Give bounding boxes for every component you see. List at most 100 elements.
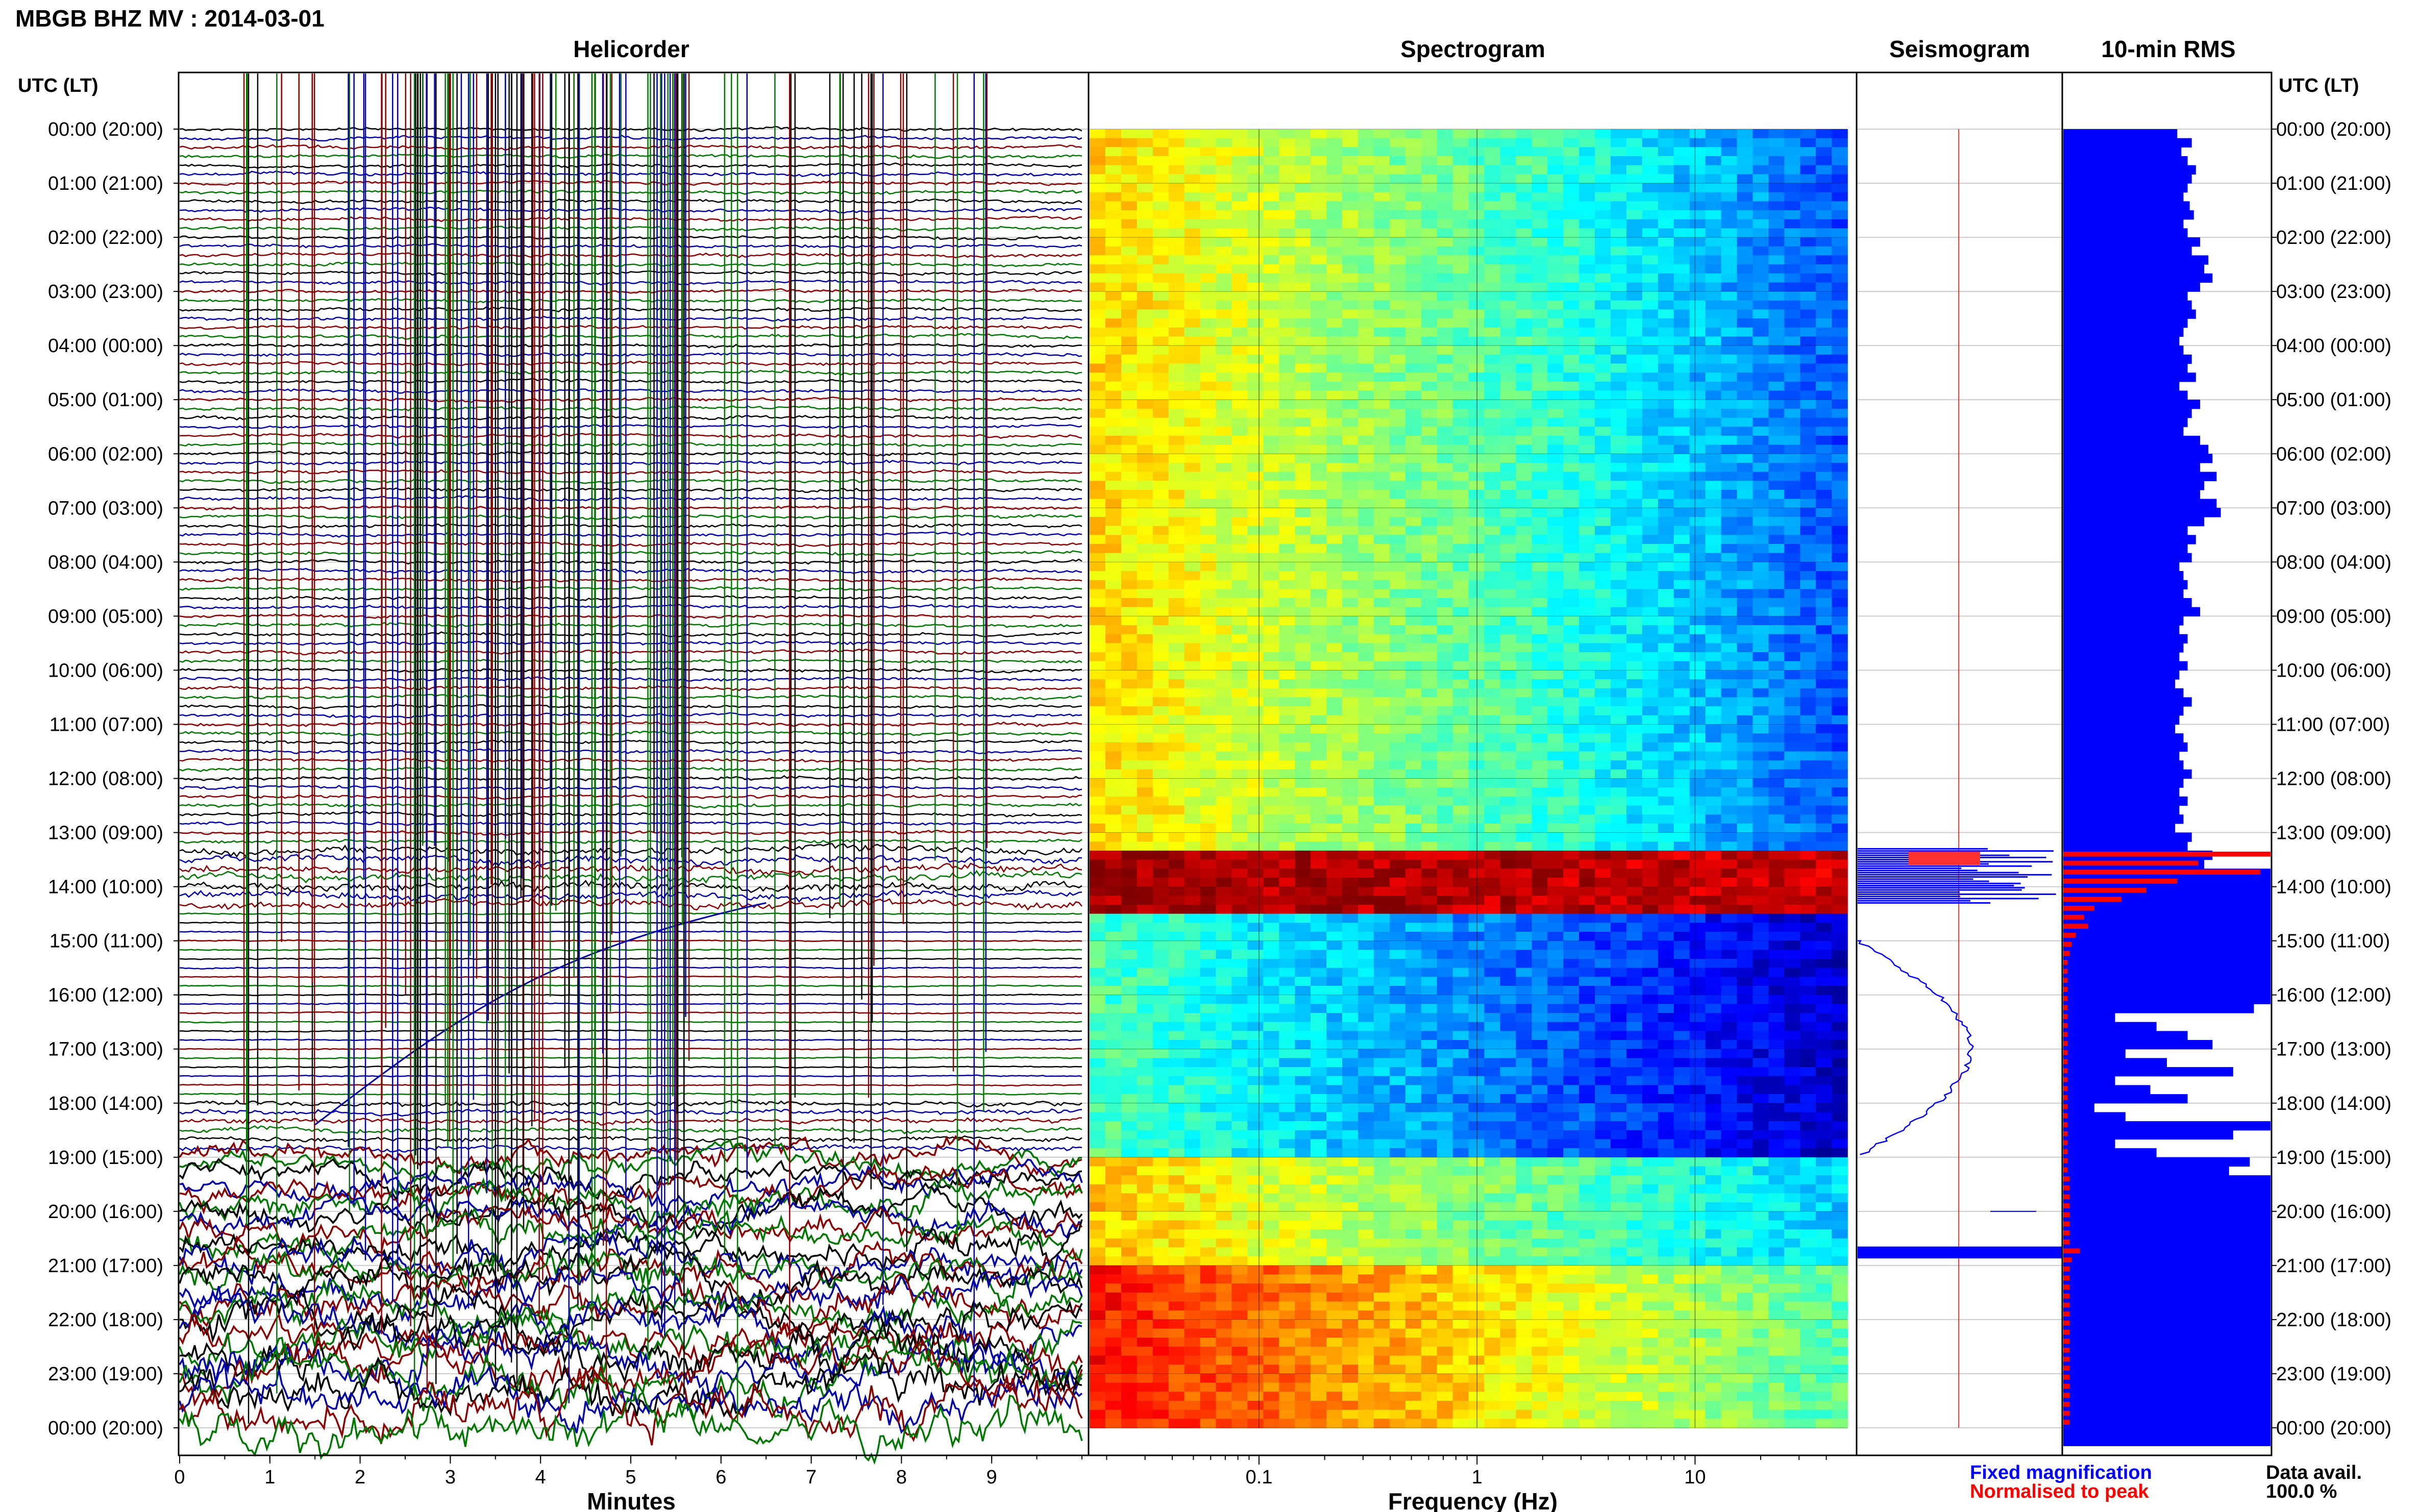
- spectrogram-cell: [1626, 751, 1643, 761]
- spectrogram-cell: [1547, 616, 1564, 626]
- helicorder-trace: [179, 216, 1082, 222]
- spectrogram-cell: [1121, 580, 1138, 590]
- spectrogram-cell: [1405, 940, 1422, 951]
- spectrogram-cell: [1295, 363, 1311, 373]
- spectrogram-cell: [1642, 607, 1659, 617]
- spectrogram-cell: [1405, 354, 1422, 364]
- spectrogram-cell: [1484, 481, 1501, 490]
- spectrogram-cell: [1563, 417, 1579, 428]
- spectrogram-cell: [1389, 535, 1406, 544]
- spectrogram-cell: [1184, 706, 1201, 716]
- spectrogram-cell: [1357, 724, 1374, 734]
- spectrogram-cell: [1326, 553, 1343, 563]
- spectrogram-cell: [1547, 589, 1564, 599]
- spectrogram-cell: [1532, 462, 1548, 473]
- spectrogram-cell: [1137, 481, 1153, 490]
- spectrogram-cell: [1342, 427, 1359, 436]
- spectrogram-cell: [1405, 562, 1422, 572]
- spectrogram-cell: [1547, 481, 1564, 490]
- spectrogram-cell: [1737, 390, 1754, 400]
- spectrogram-cell: [1768, 751, 1785, 761]
- spectrogram-cell: [1247, 165, 1264, 175]
- spectrogram-cell: [1516, 598, 1532, 608]
- spectrogram-cell: [1563, 733, 1579, 743]
- helicorder-trace: [179, 1002, 1082, 1006]
- spectrogram-cell: [1721, 273, 1738, 283]
- spectrogram-cell: [1626, 526, 1643, 536]
- spectrogram-cell: [1389, 517, 1406, 527]
- spectrogram-cell: [1326, 499, 1343, 509]
- spectrogram-cell: [1421, 778, 1438, 788]
- spectrogram-cell: [1626, 417, 1643, 428]
- spectrogram-cell: [1121, 291, 1138, 301]
- spectrogram-cell: [1516, 454, 1532, 463]
- spectrogram-cell: [1452, 850, 1469, 860]
- spectrogram-cell: [1247, 679, 1264, 689]
- spectrogram-cell: [1579, 499, 1595, 509]
- spectrogram-cell: [1642, 652, 1659, 662]
- spectrogram-cell: [1642, 381, 1659, 391]
- spectrogram-cell: [1468, 156, 1485, 166]
- spectrogram-cell: [1768, 183, 1785, 193]
- spectrogram-cell: [1405, 291, 1422, 301]
- spectrogram-cell: [1468, 751, 1485, 761]
- spectrogram-cell: [1342, 724, 1359, 734]
- spectrogram-cell: [1484, 517, 1501, 527]
- spectrogram-cell: [1247, 904, 1264, 914]
- spectrogram-cell: [1373, 535, 1390, 544]
- spectrogram-cell: [1090, 841, 1106, 851]
- spectrogram-cell: [1405, 869, 1422, 878]
- spectrogram-cell: [1642, 489, 1659, 500]
- spectrogram-cell: [1516, 228, 1532, 238]
- spectrogram-cell: [1626, 156, 1643, 166]
- spectrogram-cell: [1263, 977, 1279, 986]
- spectrogram-cell: [1168, 472, 1185, 482]
- spectrogram-cell: [1768, 309, 1785, 319]
- spectrogram-cell: [1642, 174, 1659, 184]
- spectrogram-cell: [1373, 282, 1390, 292]
- spectrogram-cell: [1421, 679, 1438, 689]
- helicorder-trace: [179, 252, 1082, 259]
- spectrogram-cell: [1357, 832, 1374, 842]
- spectrogram-cell: [1563, 959, 1579, 969]
- spectrogram-cell: [1642, 959, 1659, 969]
- spectrogram-cell: [1642, 363, 1659, 373]
- spectrogram-cell: [1705, 327, 1722, 337]
- spectrogram-cell: [1768, 598, 1785, 608]
- spectrogram-cell: [1816, 886, 1832, 897]
- spectrogram-cell: [1800, 625, 1816, 635]
- spectrogram-cell: [1389, 923, 1406, 932]
- spectrogram-cell: [1752, 769, 1769, 779]
- spectrogram-cell: [1121, 796, 1138, 806]
- spectrogram-cell: [1500, 237, 1517, 247]
- spectrogram-cell: [1737, 832, 1754, 842]
- spectrogram-cell: [1200, 454, 1217, 463]
- spectrogram-cell: [1532, 138, 1548, 148]
- spectrogram-cell: [1642, 787, 1659, 797]
- spectrogram-cell: [1342, 454, 1359, 463]
- spectrogram-cell: [1279, 643, 1295, 653]
- spectrogram-cell: [1184, 156, 1201, 166]
- spectrogram-cell: [1295, 607, 1311, 617]
- spectrogram-cell: [1437, 670, 1453, 680]
- spectrogram-cell: [1152, 535, 1169, 544]
- spectrogram-cell: [1389, 778, 1406, 788]
- spectrogram-cell: [1263, 526, 1279, 536]
- spectrogram-cell: [1247, 481, 1264, 490]
- spectrogram-cell: [1184, 950, 1201, 959]
- spectrogram-cell: [1610, 517, 1627, 527]
- spectrogram-cell: [1532, 679, 1548, 689]
- spectrogram-cell: [1342, 291, 1359, 301]
- helicorder-trace: [179, 1273, 1083, 1342]
- spectrogram-cell: [1421, 733, 1438, 743]
- spectrogram-cell: [1263, 562, 1279, 572]
- spectrogram-cell: [1547, 336, 1564, 346]
- spectrogram-cell: [1342, 634, 1359, 644]
- spectrogram-cell: [1658, 877, 1674, 887]
- spectrogram-cell: [1452, 742, 1469, 752]
- spectrogram-cell: [1437, 841, 1453, 851]
- spectrogram-cell: [1168, 977, 1185, 986]
- spectrogram-cell: [1437, 354, 1453, 364]
- spectrogram-cell: [1547, 165, 1564, 175]
- spectrogram-cell: [1279, 489, 1295, 500]
